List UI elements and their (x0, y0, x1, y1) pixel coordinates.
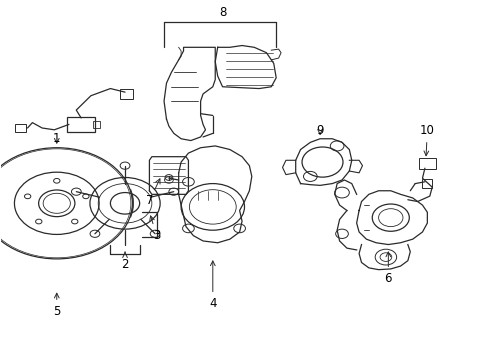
Text: 7: 7 (145, 179, 160, 207)
Text: 6: 6 (384, 252, 391, 285)
Text: 1: 1 (53, 132, 61, 145)
Text: 9: 9 (316, 124, 323, 137)
Text: 8: 8 (219, 6, 226, 19)
Text: 5: 5 (53, 293, 61, 318)
Text: 10: 10 (419, 124, 434, 156)
Text: 2: 2 (121, 252, 128, 271)
Text: 4: 4 (209, 261, 216, 310)
Text: 3: 3 (149, 216, 160, 242)
